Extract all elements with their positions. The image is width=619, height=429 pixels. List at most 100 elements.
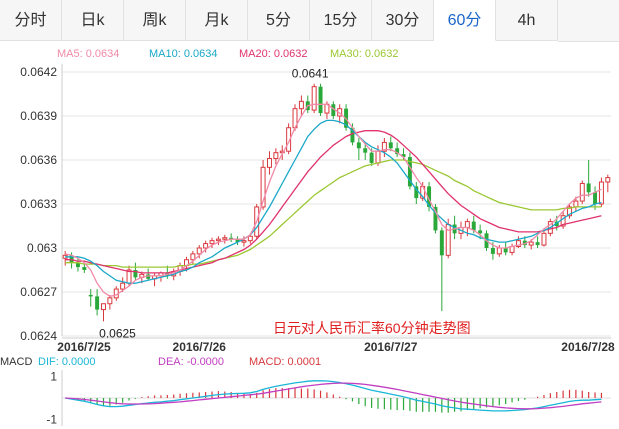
candle-body — [579, 182, 585, 202]
legend-ma30: MA30: 0.0632 — [330, 48, 399, 60]
candle-body — [331, 104, 336, 116]
dif-legend: DIF: 0.0000 — [38, 356, 95, 368]
min-price-label: 0.0625 — [99, 326, 136, 340]
candle-body — [356, 142, 361, 149]
candle — [235, 236, 240, 246]
candle — [439, 227, 444, 312]
candle — [331, 101, 336, 119]
candle — [107, 294, 113, 310]
tab-6[interactable]: 30分 — [372, 0, 434, 41]
candle — [605, 174, 611, 193]
candle-body — [573, 200, 579, 208]
candle-body — [298, 100, 304, 110]
candle-body — [88, 294, 93, 297]
y-tick-label: 0.0642 — [20, 65, 57, 79]
date-x-axis: 2016/7/25 2016/7/26 2016/7/27 2016/7/28 — [57, 340, 615, 354]
annotations: 0.0641 0.0625 — [99, 67, 329, 341]
ma10-line — [65, 119, 602, 284]
macd-value-legend: MACD: 0.0001 — [249, 356, 321, 368]
y-tick-label: 0.063 — [27, 241, 57, 255]
candle — [222, 234, 228, 244]
candle — [515, 236, 521, 248]
tab-8[interactable]: 4h — [496, 0, 558, 41]
candle-body — [247, 235, 253, 242]
dea-line — [65, 382, 602, 410]
candle — [311, 83, 317, 114]
ma5-line — [65, 103, 602, 298]
macd-legend: MACD DIF: 0.0000 DEA: -0.0000 MACD: 0.0001 — [0, 356, 321, 368]
candle-body — [133, 270, 138, 278]
moving-average-lines — [65, 103, 602, 298]
tab-0[interactable]: 分时 — [0, 0, 62, 41]
candle-body — [528, 241, 534, 246]
candle-body — [69, 255, 74, 263]
forex-candlestick-chart: MA5: 0.0634 MA10: 0.0634 MA20: 0.0632 MA30:… — [0, 48, 615, 427]
candle-body — [82, 267, 87, 270]
candle-body — [375, 150, 381, 164]
legend-ma20: MA20: 0.0632 — [239, 48, 308, 60]
macd-tick-label: 1 — [50, 369, 57, 383]
ma20-line — [65, 130, 602, 274]
candle — [478, 224, 483, 240]
tab-1[interactable]: 日k — [62, 0, 124, 41]
y-tick-label: 0.0639 — [20, 109, 57, 123]
tab-4[interactable]: 5分 — [248, 0, 310, 41]
candle-body — [75, 262, 80, 268]
chart-title: 日元对人民币汇率60分钟走势图 — [273, 320, 471, 336]
tab-3[interactable]: 月k — [186, 0, 248, 41]
candle-body — [395, 148, 400, 155]
x-date-label: 2016/7/28 — [561, 340, 615, 354]
candle — [273, 148, 279, 165]
candle-body — [535, 242, 540, 246]
candle — [395, 142, 400, 158]
candle-body — [522, 240, 527, 246]
candle-body — [478, 230, 483, 234]
x-date-label: 2016/7/27 — [364, 340, 418, 354]
candle — [120, 277, 126, 292]
macd-lines — [65, 380, 602, 412]
candle — [593, 186, 598, 210]
legend-ma5: MA5: 0.0634 — [57, 48, 119, 60]
ma-legend: MA5: 0.0634 MA10: 0.0634 MA20: 0.0632 MA30:… — [57, 48, 399, 60]
candle — [62, 250, 68, 266]
tab-2[interactable]: 周k — [124, 0, 186, 41]
candle-body — [196, 247, 202, 255]
candle — [433, 204, 438, 234]
candle-body — [401, 154, 406, 158]
candle-body — [215, 238, 221, 242]
candle — [305, 95, 310, 114]
candle-body — [222, 237, 228, 240]
candle-body — [541, 232, 547, 246]
macd-y-axis: 1 -1 — [46, 369, 611, 427]
tab-7[interactable]: 60分 — [434, 0, 496, 41]
candle — [414, 182, 419, 204]
candle — [229, 233, 234, 243]
candle-body — [586, 183, 591, 193]
candle — [586, 160, 591, 197]
candle-body — [414, 186, 419, 199]
candle-body — [120, 282, 126, 290]
candle — [241, 236, 247, 247]
macd-tick-label: -1 — [46, 413, 57, 427]
candle — [509, 243, 515, 256]
candle-body — [286, 127, 292, 152]
max-price-label: 0.0641 — [292, 67, 329, 81]
candle — [388, 136, 393, 152]
candle — [95, 289, 100, 316]
candle — [560, 211, 566, 229]
candle — [567, 204, 572, 219]
candle-body — [496, 247, 502, 255]
candle-body — [203, 243, 209, 249]
candle — [407, 152, 412, 190]
candle — [541, 230, 547, 247]
candle-body — [407, 157, 412, 187]
candle-body — [260, 166, 266, 208]
tab-5[interactable]: 15分 — [310, 0, 372, 41]
candle — [286, 123, 292, 155]
candle — [266, 151, 272, 175]
macd-title: MACD — [0, 356, 32, 368]
candle — [203, 240, 209, 253]
candle-body — [433, 206, 438, 231]
y-tick-label: 0.0624 — [20, 329, 57, 343]
candle-body — [439, 230, 444, 256]
